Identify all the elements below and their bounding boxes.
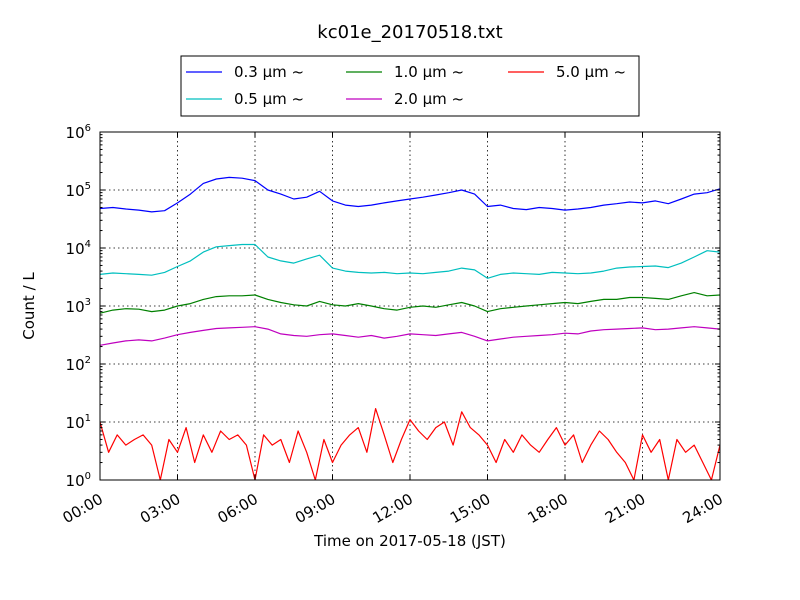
series-line-0-5um [100,243,720,279]
y-tick-label: 101 [66,413,91,432]
legend-label: 0.5 μm ~ [234,90,304,108]
legend-box [180,55,640,117]
series-line-1-0um [100,292,720,314]
legend-label: 2.0 μm ~ [394,90,464,108]
y-axis-label: Count / L [20,272,38,340]
chart-title: kc01e_20170518.txt [317,22,502,43]
series-layer [100,176,720,480]
legend: 0.3 μm ~ 0.5 μm ~ 1.0 μm ~ 2.0 μm ~ 5.0 μm ~ [180,55,640,117]
y-tick-labels: 100 101 102 103 104 105 106 [66,123,91,490]
legend-label: 1.0 μm ~ [394,63,464,81]
legend-label: 5.0 μm ~ [556,63,626,81]
y-tick-label: 106 [66,123,91,142]
series-line-2-0um [100,326,720,346]
y-tick-label: 105 [66,181,91,200]
y-tick-label: 100 [66,471,91,490]
y-tick-label: 102 [66,355,91,374]
legend-label: 0.3 μm ~ [234,63,304,81]
axis-ticks [99,131,721,481]
y-tick-label: 103 [66,297,91,316]
y-tick-label: 104 [66,239,91,258]
series-line-5-0um [100,408,720,480]
x-axis-label: Time on 2017-05-18 (JST) [313,532,506,550]
series-line-0-3um [100,176,720,213]
